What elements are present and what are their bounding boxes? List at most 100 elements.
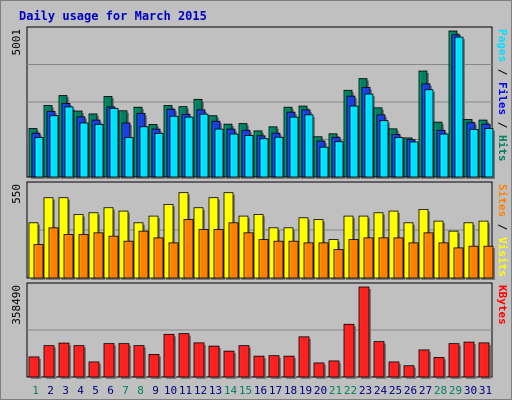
legend-part: Hits (496, 135, 509, 162)
x-tick-label-1: 1 (32, 384, 39, 397)
bar-kbytes-21 (328, 360, 341, 379)
x-tick-label-11: 11 (179, 384, 192, 397)
bar-pages-22 (349, 105, 360, 179)
bar-pages-19 (304, 114, 315, 179)
bar-body (328, 360, 340, 378)
bar-pages-17 (274, 136, 285, 179)
bar-body (93, 232, 104, 279)
bar-sites-16 (258, 239, 270, 280)
bar-body (213, 229, 224, 279)
bar-kbytes-10 (163, 333, 176, 379)
bar-sites-9 (153, 237, 165, 280)
bar-body (124, 137, 134, 178)
bar-pages-20 (319, 146, 330, 179)
bar-body (288, 240, 299, 279)
x-tick-label-23: 23 (359, 384, 372, 397)
bar-pages-1 (34, 137, 45, 179)
bar-body (388, 361, 400, 378)
bar-sites-6 (108, 235, 120, 280)
bar-body (484, 128, 494, 178)
bar-body (313, 362, 325, 378)
x-tick-label-30: 30 (464, 384, 477, 397)
bar-kbytes-25 (388, 361, 401, 379)
bar-body (214, 128, 224, 178)
bar-kbytes-1 (28, 356, 41, 379)
x-tick-label-3: 3 (62, 384, 69, 397)
bar-kbytes-17 (268, 355, 281, 379)
x-tick-label-9: 9 (152, 384, 159, 397)
bar-body (333, 249, 344, 279)
bar-pages-3 (64, 106, 75, 179)
bar-body (109, 107, 119, 178)
bar-body (28, 356, 40, 378)
bar-body (244, 135, 254, 178)
bar-sites-26 (408, 242, 420, 280)
legend-label: Sites / Visits (496, 184, 509, 277)
bar-body (343, 323, 355, 378)
bar-kbytes-15 (238, 345, 251, 379)
bar-kbytes-13 (208, 345, 221, 379)
x-tick-label-21: 21 (329, 384, 342, 397)
bar-pages-31 (484, 128, 495, 179)
bar-kbytes-11 (178, 333, 191, 379)
bar-sites-17 (273, 240, 285, 280)
x-tick-label-17: 17 (269, 384, 282, 397)
bar-body (168, 242, 179, 279)
bar-body (48, 227, 59, 279)
bar-body (49, 115, 59, 178)
bar-body (403, 365, 415, 378)
bar-body (78, 234, 89, 279)
bar-body (259, 138, 269, 178)
bar-sites-12 (198, 229, 210, 280)
bar-body (334, 141, 344, 178)
bar-body (408, 242, 419, 279)
bar-body (423, 232, 434, 279)
x-tick-label-6: 6 (107, 384, 114, 397)
legend-part: Files (496, 82, 509, 115)
bar-sites-20 (318, 242, 330, 280)
axis-max-label: 358490 (10, 285, 23, 325)
bar-kbytes-23 (358, 286, 371, 379)
bar-body (274, 136, 284, 178)
bar-body (64, 106, 74, 178)
bar-pages-9 (154, 133, 165, 179)
bar-body (348, 239, 359, 279)
x-tick-label-26: 26 (404, 384, 417, 397)
bar-kbytes-16 (253, 355, 266, 379)
bar-body (258, 239, 269, 279)
bar-sites-21 (333, 249, 345, 280)
bar-body (208, 345, 220, 378)
bar-kbytes-27 (418, 349, 431, 379)
bar-body (318, 242, 329, 279)
bar-kbytes-18 (283, 355, 296, 379)
x-tick-label-18: 18 (284, 384, 297, 397)
bar-pages-12 (199, 113, 210, 179)
bar-body (229, 133, 239, 178)
bar-body (379, 120, 389, 178)
bar-body (169, 115, 179, 178)
x-tick-label-16: 16 (254, 384, 267, 397)
bar-sites-28 (438, 242, 450, 280)
legend-part: Pages (496, 29, 509, 62)
bar-body (454, 36, 464, 178)
bar-body (273, 240, 284, 279)
x-tick-label-12: 12 (194, 384, 207, 397)
bar-kbytes-2 (43, 345, 56, 379)
bar-body (123, 240, 134, 279)
bar-pages-15 (244, 135, 255, 179)
bar-pages-23 (364, 93, 375, 179)
bar-body (94, 124, 104, 178)
bar-pages-26 (409, 141, 420, 179)
bar-body (199, 113, 209, 178)
x-tick-label-22: 22 (344, 384, 357, 397)
x-tick-label-29: 29 (449, 384, 462, 397)
bar-body (43, 345, 55, 378)
bar-body (358, 286, 370, 378)
bar-pages-27 (424, 89, 435, 179)
bar-sites-25 (393, 237, 405, 280)
bar-body (88, 361, 100, 378)
bar-kbytes-6 (103, 343, 116, 379)
bar-sites-27 (423, 232, 435, 280)
bar-sites-19 (303, 242, 315, 280)
bar-body (303, 242, 314, 279)
